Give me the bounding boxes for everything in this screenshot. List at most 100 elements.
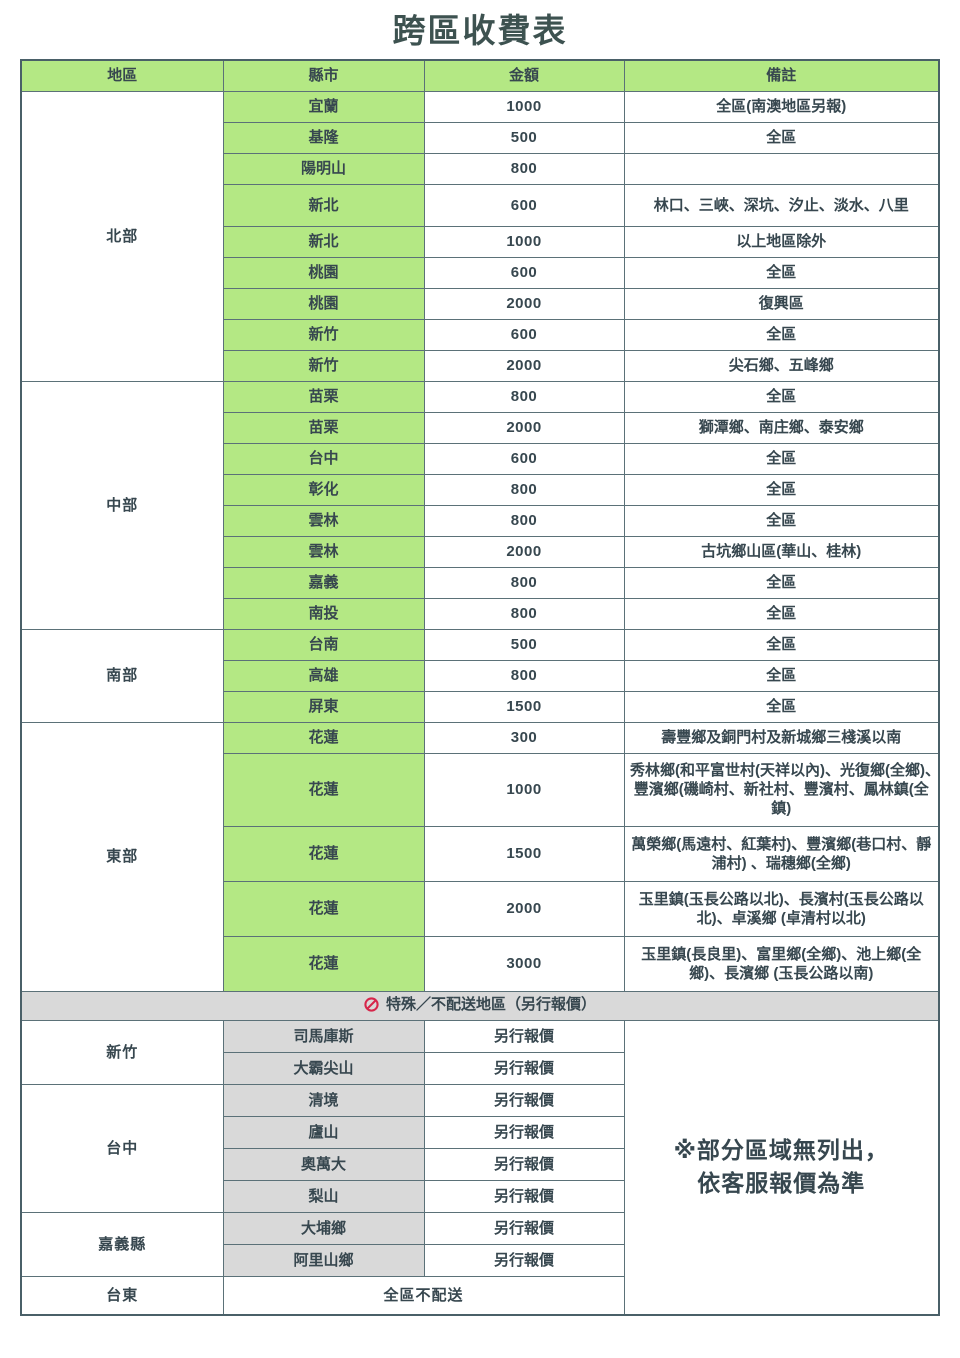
amount-cell: 2000 bbox=[423, 535, 625, 568]
remark-cell: 全區 bbox=[623, 318, 940, 351]
city-cell: 屏東 bbox=[222, 690, 425, 723]
city-cell: 花蓮 bbox=[222, 752, 425, 827]
prohibition-icon bbox=[364, 997, 379, 1012]
remark-cell: 全區 bbox=[623, 690, 940, 723]
amount-cell: 500 bbox=[423, 628, 625, 661]
amount-cell: 800 bbox=[423, 566, 625, 599]
special-amount-cell: 另行報價 bbox=[423, 1148, 625, 1182]
table-row: 花蓮 1000 秀林鄉(和平富世村(天祥以內)、光復鄉(全鄉)、 豐濱鄉(磯崎村… bbox=[21, 752, 948, 827]
special-amount-cell: 另行報價 bbox=[423, 1052, 625, 1086]
remark-cell: 林口、三峽、深坑、汐止、淡水、八里 bbox=[623, 183, 940, 227]
remark-cell: 玉里鎮(玉長公路以北)、長濱村(玉長公路以北)、卓溪鄉 (卓清村以北) bbox=[623, 880, 940, 937]
special-place-cell: 清境 bbox=[222, 1084, 425, 1118]
special-region-chiayi: 嘉義縣 bbox=[20, 1212, 224, 1278]
special-amount-cell: 另行報價 bbox=[423, 1180, 625, 1214]
city-cell: 花蓮 bbox=[222, 721, 425, 754]
amount-cell: 1000 bbox=[423, 752, 625, 827]
table-row: 東部 花蓮 300 壽豐鄉及銅門村及新城鄉三棧溪以南 bbox=[20, 721, 940, 992]
header-remark: 備註 bbox=[623, 59, 940, 92]
remark-cell: 尖石鄉、五峰鄉 bbox=[623, 349, 940, 382]
city-cell: 南投 bbox=[222, 597, 425, 630]
amount-cell: 2000 bbox=[423, 411, 625, 444]
remark-cell: 全區 bbox=[623, 628, 940, 661]
city-cell: 花蓮 bbox=[222, 880, 425, 937]
remark-cell: 以上地區除外 bbox=[623, 225, 940, 258]
amount-cell: 800 bbox=[423, 659, 625, 692]
table-row: 新北 1000 以上地區除外 bbox=[21, 225, 940, 258]
city-cell: 新竹 bbox=[222, 318, 425, 351]
city-cell: 宜蘭 bbox=[222, 90, 425, 123]
special-place-cell: 廬山 bbox=[222, 1116, 425, 1150]
city-cell: 台中 bbox=[222, 442, 425, 475]
remark-cell: 全區 bbox=[623, 566, 940, 599]
region-label-central: 中部 bbox=[20, 380, 224, 630]
remark-cell: 全區 bbox=[623, 442, 940, 475]
table-row: 嘉義縣 大埔鄉 另行報價 bbox=[20, 1212, 939, 1278]
city-cell: 桃園 bbox=[222, 256, 425, 289]
amount-cell: 800 bbox=[423, 473, 625, 506]
city-cell: 台南 bbox=[222, 628, 425, 661]
amount-cell: 2000 bbox=[423, 287, 625, 320]
special-section-band: 特殊／不配送地區（另行報價） bbox=[20, 990, 940, 1022]
table-row: 台東 全區不配送 bbox=[20, 1276, 939, 1316]
amount-cell: 3000 bbox=[423, 935, 625, 992]
special-amount-cell: 另行報價 bbox=[423, 1212, 625, 1246]
table-row: 奧萬大 另行報價 bbox=[21, 1148, 939, 1182]
amount-cell: 600 bbox=[423, 256, 625, 289]
remark-cell: 玉里鎮(長良里)、富里鄉(全鄉)、池上鄉(全鄉)、長濱鄉 (玉長公路以南) bbox=[623, 935, 940, 992]
special-note-cell: ※部分區域無列出， 依客服報價為準 bbox=[623, 1020, 940, 1316]
table-row: 廬山 另行報價 bbox=[21, 1116, 939, 1150]
amount-cell: 600 bbox=[423, 318, 625, 351]
page-title: 跨區收費表 bbox=[392, 12, 568, 49]
table-row: 中部 苗栗 800 全區 bbox=[20, 380, 940, 630]
remark-cell: 全區 bbox=[623, 121, 940, 154]
remark-cell: 全區 bbox=[623, 256, 940, 289]
city-cell: 花蓮 bbox=[222, 825, 425, 882]
special-band-cell: 特殊／不配送地區（另行報價） bbox=[20, 990, 940, 1022]
remark-cell: 秀林鄉(和平富世村(天祥以內)、光復鄉(全鄉)、 豐濱鄉(磯崎村、新社村、豐濱村… bbox=[623, 752, 948, 827]
table-row: 彰化 800 全區 bbox=[21, 473, 940, 506]
special-band-label: 特殊／不配送地區（另行報價） bbox=[385, 995, 596, 1013]
table-row: 屏東 1500 全區 bbox=[21, 690, 940, 723]
special-place-cell: 梨山 bbox=[222, 1180, 425, 1214]
special-region-hsinchu: 新竹 bbox=[20, 1020, 224, 1086]
special-region-taitung: 台東 bbox=[20, 1276, 224, 1316]
remark-cell: 壽豐鄉及銅門村及新城鄉三棧溪以南 bbox=[623, 721, 940, 754]
special-region-taichung: 台中 bbox=[20, 1084, 224, 1214]
city-cell: 彰化 bbox=[222, 473, 425, 506]
amount-cell: 800 bbox=[423, 504, 625, 537]
special-amount-cell: 另行報價 bbox=[423, 1244, 625, 1278]
header-amount: 金額 bbox=[423, 59, 625, 92]
amount-cell: 500 bbox=[423, 121, 625, 154]
table-row: 台中 600 全區 bbox=[21, 442, 940, 475]
header-city: 縣市 bbox=[222, 59, 425, 92]
amount-cell: 800 bbox=[423, 380, 625, 413]
city-cell: 高雄 bbox=[222, 659, 425, 692]
table-row: 新竹 司馬庫斯 另行報價 ※部分區域無列出， 依客服報價為準 bbox=[20, 1020, 940, 1316]
table-row: 雲林 800 全區 bbox=[21, 504, 940, 537]
amount-cell: 2000 bbox=[423, 880, 625, 937]
remark-cell bbox=[623, 152, 940, 185]
table-row: 苗栗 2000 獅潭鄉、南庄鄉、泰安鄉 bbox=[21, 411, 940, 444]
remark-cell: 復興區 bbox=[623, 287, 940, 320]
table-row: 桃園 2000 復興區 bbox=[21, 287, 940, 320]
table-row: 南部 台南 500 全區 bbox=[20, 628, 940, 723]
remark-cell: 獅潭鄉、南庄鄉、泰安鄉 bbox=[623, 411, 940, 444]
amount-cell: 1000 bbox=[423, 90, 625, 123]
special-amount-cell: 另行報價 bbox=[423, 1020, 625, 1054]
table-row: 台中 清境 另行報價 bbox=[20, 1084, 939, 1214]
city-cell: 陽明山 bbox=[222, 152, 425, 185]
table-header-row: 地區 縣市 金額 備註 bbox=[20, 59, 940, 92]
city-cell: 新竹 bbox=[222, 349, 425, 382]
remark-cell: 全區 bbox=[623, 380, 940, 413]
remark-cell: 全區 bbox=[623, 659, 940, 692]
remark-cell: 萬榮鄉(馬遠村、紅葉村)、豐濱鄉(巷口村、靜浦村) 、瑞穗鄉(全鄉) bbox=[623, 825, 940, 882]
region-label-east: 東部 bbox=[20, 721, 224, 992]
amount-cell: 300 bbox=[423, 721, 625, 754]
special-place-cell: 司馬庫斯 bbox=[222, 1020, 425, 1054]
remark-cell: 古坑鄉山區(華山、桂林) bbox=[623, 535, 940, 568]
table-row: 花蓮 3000 玉里鎮(長良里)、富里鄉(全鄉)、池上鄉(全鄉)、長濱鄉 (玉長… bbox=[21, 935, 940, 992]
table-row: 梨山 另行報價 bbox=[21, 1180, 939, 1214]
table-row: 北部 宜蘭 1000 全區(南澳地區另報) bbox=[20, 90, 940, 382]
city-cell: 苗栗 bbox=[222, 380, 425, 413]
